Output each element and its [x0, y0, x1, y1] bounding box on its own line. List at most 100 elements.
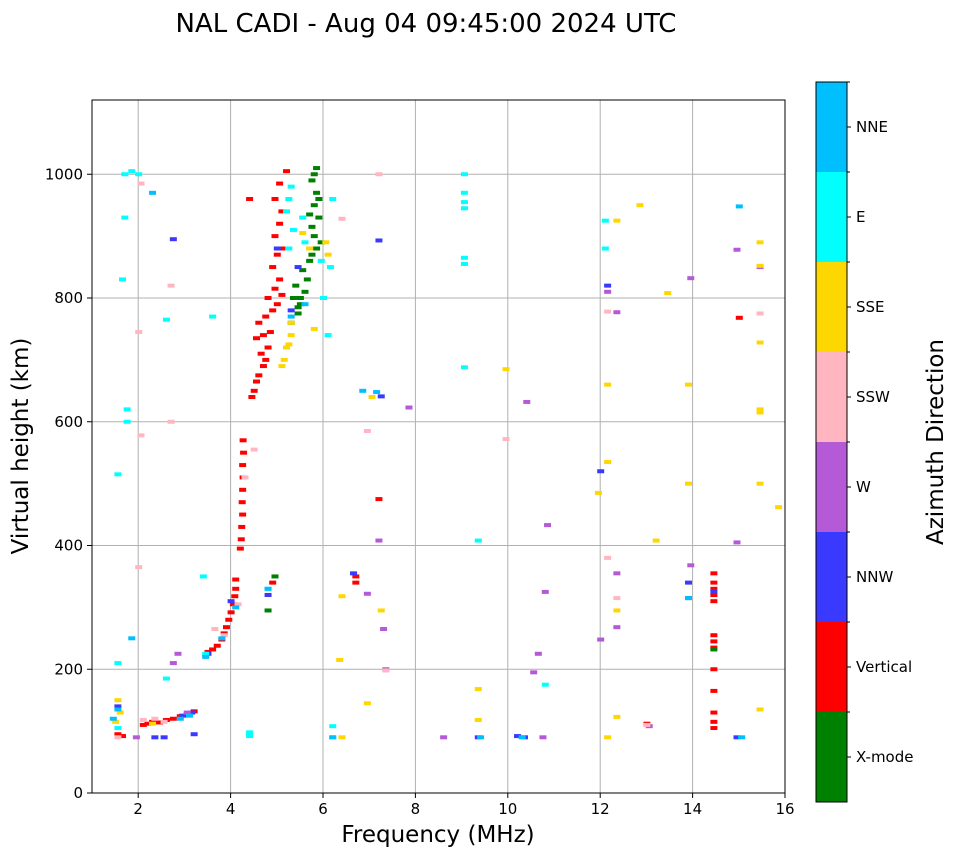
data-point — [264, 608, 272, 613]
data-point — [119, 734, 127, 739]
colorbar-label: Azimuth Direction — [923, 339, 949, 545]
data-point — [202, 654, 210, 659]
data-point — [167, 283, 175, 288]
data-point — [336, 657, 344, 662]
data-point — [186, 713, 194, 718]
data-point — [273, 252, 281, 257]
data-point — [190, 732, 198, 737]
data-point — [636, 203, 644, 208]
data-point — [320, 296, 327, 300]
colorbar-segment — [816, 622, 847, 712]
data-point — [710, 639, 718, 644]
grid-lines — [92, 100, 786, 794]
data-point — [123, 407, 131, 412]
plot-frame — [91, 99, 786, 794]
data-point — [710, 726, 718, 731]
data-point — [278, 209, 286, 214]
data-point — [308, 224, 316, 229]
data-point — [338, 594, 346, 599]
data-point — [502, 367, 510, 372]
data-point — [518, 735, 526, 740]
data-point — [324, 252, 332, 257]
data-point — [775, 505, 783, 510]
data-point — [303, 277, 311, 282]
data-point — [756, 311, 764, 316]
colorbar-tick-label: NNE — [856, 118, 888, 136]
data-point — [149, 721, 157, 726]
data-point — [652, 538, 660, 543]
data-point — [257, 351, 265, 356]
data-point — [735, 204, 743, 209]
data-point — [246, 730, 254, 735]
colorbar-tick-label: Vertical — [856, 658, 912, 676]
data-point — [123, 419, 131, 424]
data-point — [239, 438, 247, 443]
data-point — [352, 574, 360, 579]
data-point — [460, 200, 468, 205]
data-point — [116, 710, 124, 715]
data-point — [604, 735, 612, 740]
data-point — [710, 647, 718, 652]
data-point — [262, 357, 270, 362]
data-point — [613, 714, 621, 719]
data-point — [285, 197, 293, 201]
y-tick-label: 1000 — [45, 165, 83, 183]
data-point — [218, 636, 226, 641]
data-point — [135, 565, 143, 570]
data-point — [232, 577, 240, 582]
data-point — [227, 610, 235, 615]
data-point — [237, 537, 245, 542]
data-point — [188, 710, 196, 715]
data-point — [541, 682, 549, 687]
data-point — [375, 238, 383, 243]
data-point — [523, 399, 531, 404]
data-point — [313, 190, 321, 195]
data-point — [338, 216, 346, 221]
data-point — [211, 627, 219, 632]
data-point — [262, 314, 270, 319]
data-point — [460, 365, 468, 370]
data-point — [119, 277, 127, 282]
series-sse — [112, 203, 783, 740]
data-point — [174, 651, 182, 656]
data-point — [299, 215, 307, 220]
data-point — [368, 395, 376, 399]
data-point — [326, 265, 334, 270]
data-point — [250, 388, 258, 393]
data-point — [278, 364, 286, 369]
data-point — [735, 315, 743, 320]
data-point — [250, 447, 258, 452]
data-point — [313, 246, 321, 251]
data-point — [350, 571, 358, 576]
data-point — [756, 240, 764, 245]
data-point — [294, 305, 302, 310]
data-point — [114, 704, 122, 709]
data-point — [375, 172, 383, 177]
x-tick-label: 14 — [683, 800, 702, 818]
data-point — [373, 390, 381, 395]
data-point — [253, 336, 261, 341]
x-axis: 2 4 6 8 10 12 14 16 — [133, 793, 795, 818]
data-point — [287, 184, 295, 189]
colorbar-tick-label: X-mode — [856, 748, 913, 766]
data-point — [301, 289, 309, 294]
data-point — [380, 627, 388, 632]
data-point — [112, 719, 120, 724]
data-point — [329, 735, 337, 740]
data-point — [273, 302, 281, 307]
y-tick-label: 600 — [54, 413, 83, 431]
data-point — [710, 593, 718, 597]
data-point — [162, 676, 170, 681]
data-point — [229, 602, 237, 607]
data-point — [733, 540, 741, 545]
data-point — [289, 296, 297, 300]
data-point — [308, 252, 316, 257]
data-point — [530, 670, 538, 675]
data-point — [315, 197, 323, 201]
data-point — [160, 735, 168, 740]
data-point — [664, 291, 672, 296]
data-point — [317, 258, 325, 263]
data-point — [710, 571, 718, 576]
data-point — [179, 713, 187, 718]
data-point — [238, 524, 246, 529]
